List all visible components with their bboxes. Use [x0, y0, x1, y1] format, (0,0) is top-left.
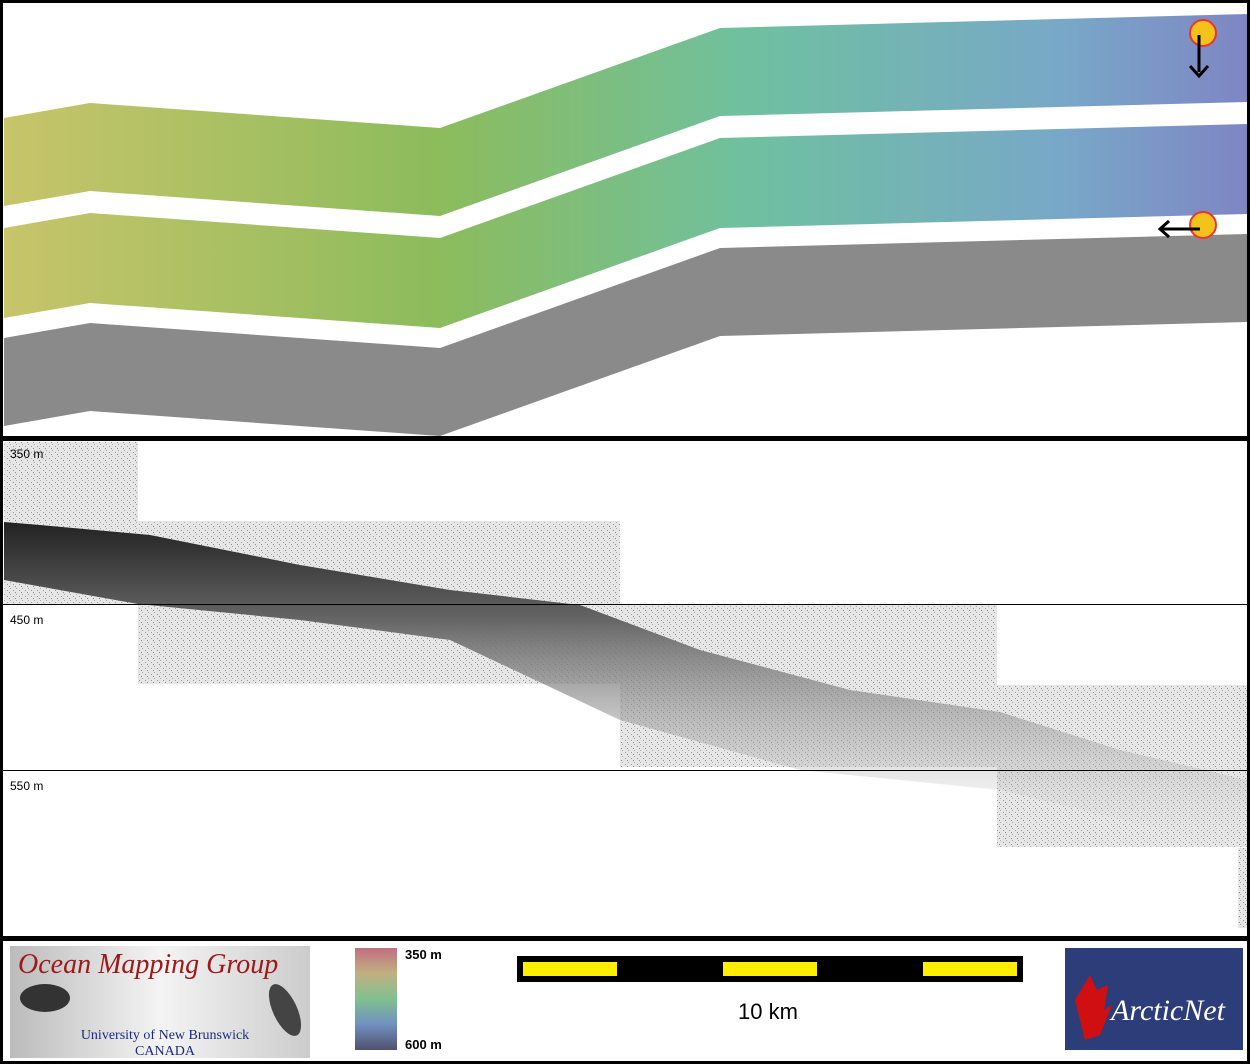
- omg-country: CANADA: [135, 1044, 196, 1059]
- scale-segment: [523, 962, 617, 976]
- scale-segment: [923, 962, 1017, 976]
- omg-title: Ocean Mapping Group: [18, 949, 278, 980]
- colorbar-top: 350 m: [405, 947, 442, 962]
- logo-shape: [20, 984, 70, 1012]
- depth-label: 450 m: [10, 613, 43, 627]
- omg-university: University of New Brunswick: [81, 1028, 249, 1043]
- colorbar: [355, 948, 397, 1050]
- sun-marker: [1157, 211, 1217, 239]
- scale-segment: [723, 962, 817, 976]
- logo-shape: [268, 984, 302, 1036]
- swath: [4, 14, 1247, 216]
- maple-leaf: [1075, 975, 1112, 1040]
- swath: [4, 234, 1247, 436]
- swaths: [4, 14, 1247, 436]
- depth-label: 350 m: [10, 447, 43, 461]
- colorbar-bottom: 600 m: [405, 1037, 442, 1052]
- scale-label: 10 km: [738, 999, 798, 1024]
- swath: [4, 124, 1247, 328]
- sun-marker: [1188, 19, 1217, 79]
- arcticnet-name: ArcticNet: [1109, 994, 1226, 1027]
- depth-label: 550 m: [10, 779, 43, 793]
